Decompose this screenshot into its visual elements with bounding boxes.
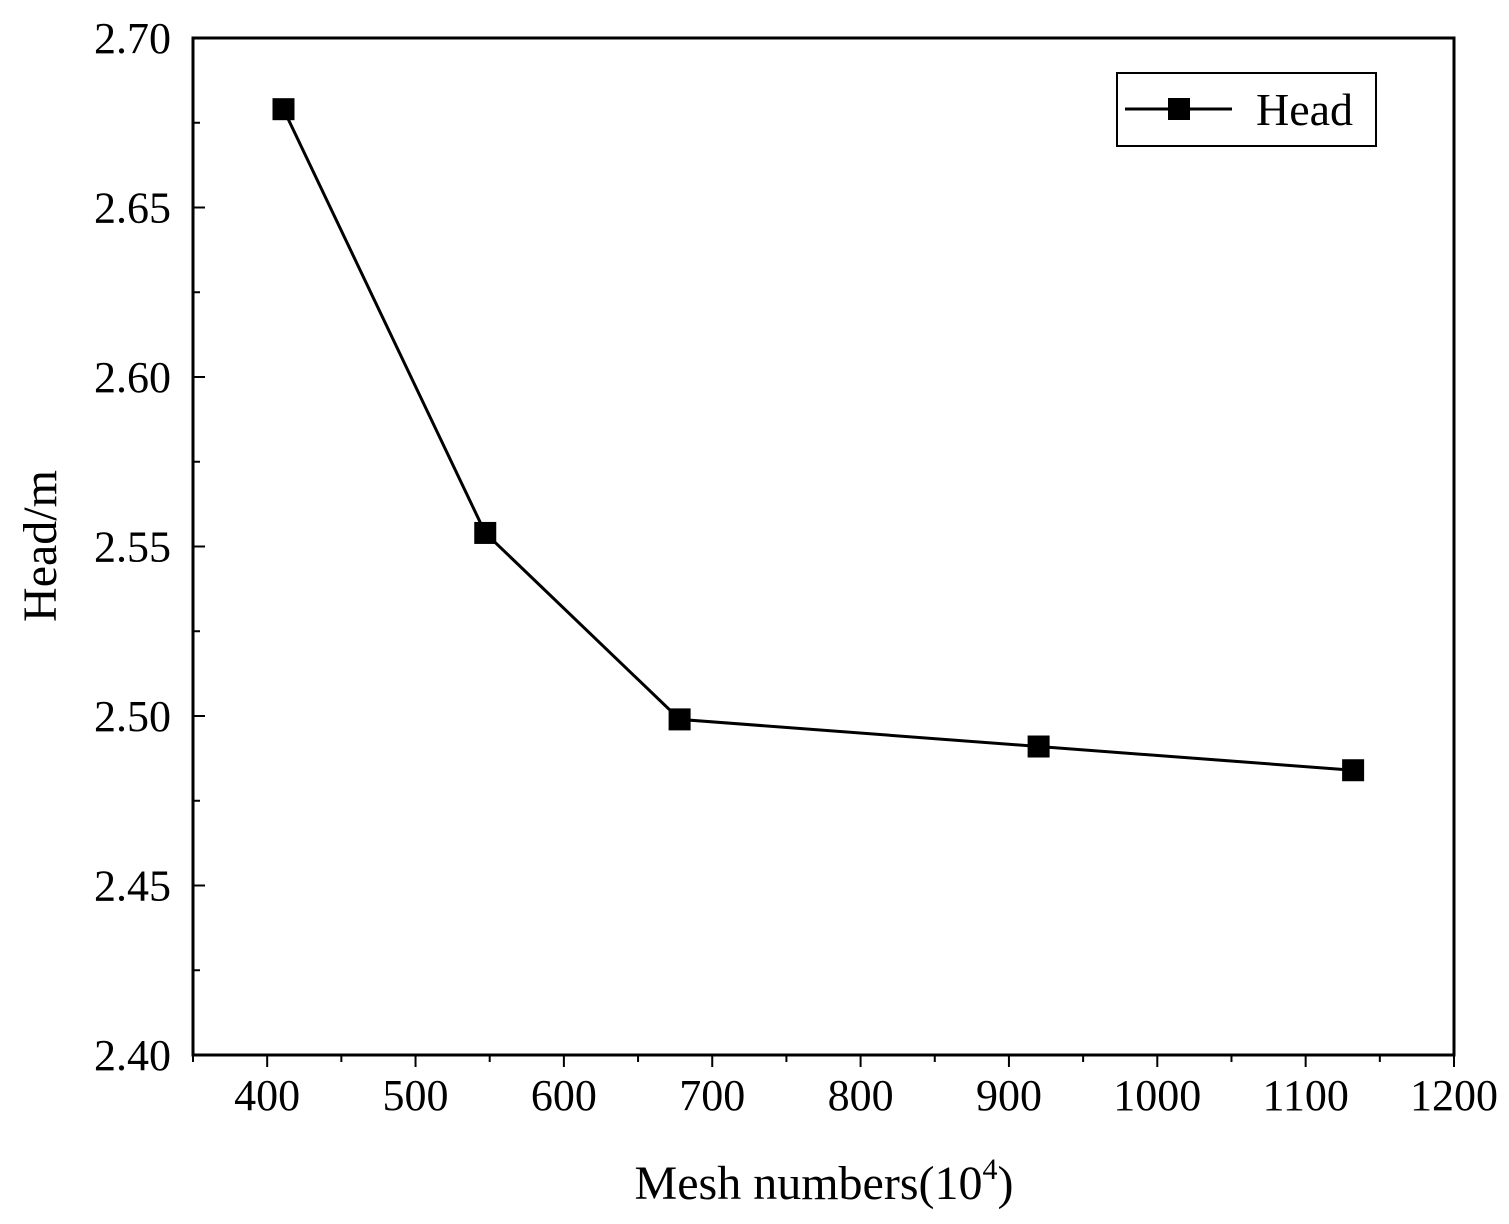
x-axis-title-main: Mesh numbers(10 xyxy=(635,1157,983,1210)
y-tick-label: 2.70 xyxy=(94,14,171,63)
x-tick-label: 1200 xyxy=(1410,1071,1498,1120)
data-point-marker xyxy=(668,708,691,731)
x-tick-label: 500 xyxy=(383,1071,449,1120)
data-point-marker xyxy=(272,98,295,121)
series-line-head xyxy=(282,108,1354,772)
data-point-marker xyxy=(1342,759,1365,782)
axis-ticks xyxy=(192,37,1455,1067)
y-tick-label: 2.65 xyxy=(94,184,171,233)
tick-labels: 400 500 600 700 800 900 1000 1100 1200 2.40 2.45 2.… xyxy=(94,14,1498,1120)
x-tick-label: 700 xyxy=(679,1071,745,1120)
x-axis-title-superscript: 4 xyxy=(982,1153,997,1186)
x-tick-label: 800 xyxy=(828,1071,894,1120)
y-tick-label: 2.50 xyxy=(94,692,171,741)
y-tick-label: 2.45 xyxy=(94,862,171,911)
x-tick-label: 600 xyxy=(531,1071,597,1120)
data-point-marker xyxy=(1027,735,1050,758)
x-tick-label: 900 xyxy=(976,1071,1042,1120)
y-tick-label: 2.40 xyxy=(94,1031,171,1080)
plot-frame xyxy=(191,36,1456,1057)
x-tick-label: 1000 xyxy=(1113,1071,1201,1120)
y-axis-title: Head/m xyxy=(14,470,67,622)
x-axis-title-close: ) xyxy=(997,1157,1013,1210)
y-tick-label: 2.60 xyxy=(94,353,171,402)
x-tick-label: 400 xyxy=(234,1071,300,1120)
x-tick-label: 1100 xyxy=(1262,1071,1348,1120)
x-axis-title: Mesh numbers(104) xyxy=(635,1153,1014,1210)
series-layer xyxy=(272,98,1365,782)
y-tick-label: 2.55 xyxy=(94,523,171,572)
legend-marker-square xyxy=(1168,98,1190,120)
legend: Head xyxy=(1116,72,1377,147)
legend-label-head: Head xyxy=(1256,84,1353,135)
data-point-marker xyxy=(474,521,497,544)
